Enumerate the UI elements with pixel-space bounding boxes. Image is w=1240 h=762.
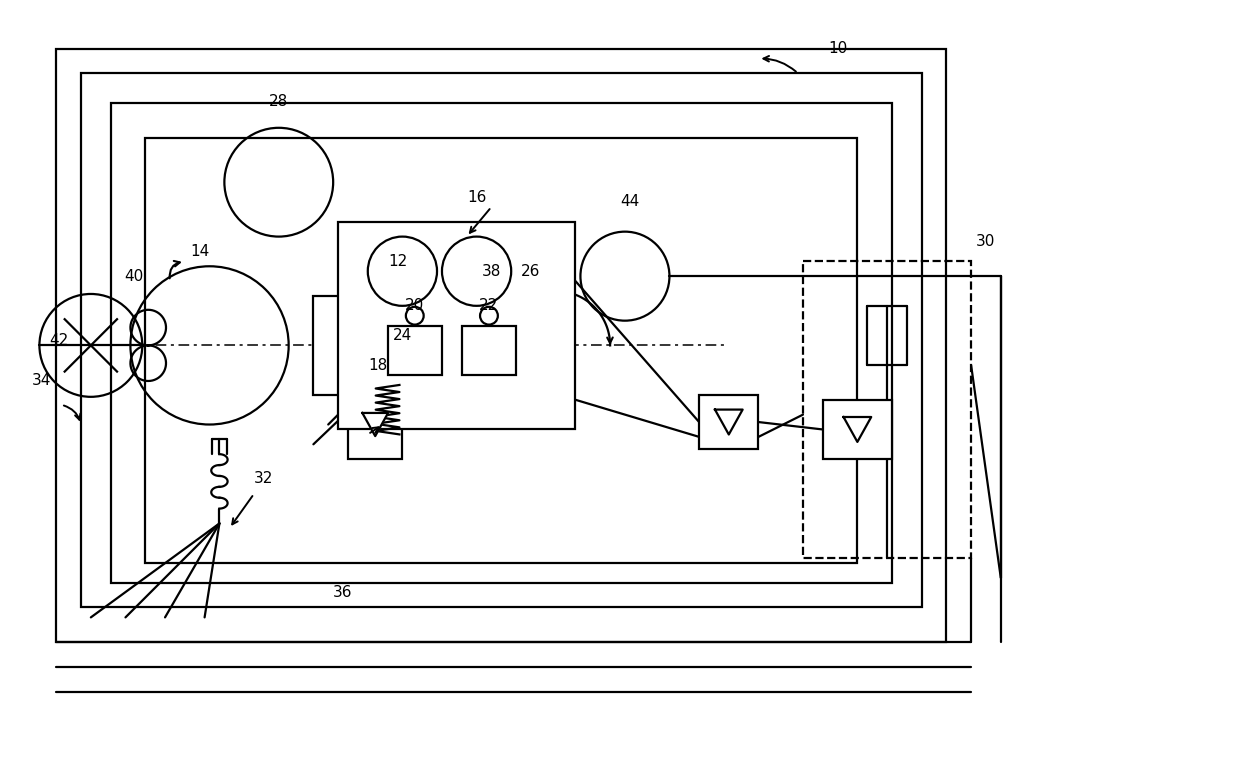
Text: 32: 32	[254, 472, 274, 486]
Text: 36: 36	[334, 585, 353, 600]
Text: 20: 20	[405, 299, 424, 313]
Bar	[145, 138, 857, 563]
Bar	[339, 222, 575, 430]
Text: 18: 18	[368, 357, 388, 373]
Bar	[823, 400, 892, 459]
Text: 38: 38	[481, 264, 501, 279]
Text: 16: 16	[467, 190, 486, 204]
Text: 26: 26	[521, 264, 541, 279]
Bar	[110, 103, 892, 583]
Bar	[348, 390, 403, 459]
Bar	[56, 49, 946, 642]
Text: 42: 42	[50, 333, 69, 348]
Polygon shape	[362, 413, 388, 436]
Text: 10: 10	[828, 41, 847, 56]
Bar	[804, 261, 971, 558]
Text: 14: 14	[190, 244, 210, 259]
Bar	[81, 73, 921, 607]
Bar	[699, 395, 759, 450]
Bar	[388, 325, 441, 375]
Text: 12: 12	[388, 254, 407, 269]
Text: 28: 28	[269, 94, 289, 109]
Polygon shape	[715, 410, 743, 434]
Text: 22: 22	[480, 299, 498, 313]
Text: 34: 34	[32, 373, 51, 388]
Text: 44: 44	[620, 194, 640, 210]
Polygon shape	[843, 417, 872, 442]
Text: 30: 30	[976, 234, 996, 249]
Bar	[314, 296, 461, 395]
Text: 40: 40	[124, 269, 143, 283]
Bar	[461, 325, 516, 375]
Text: 24: 24	[393, 328, 412, 343]
